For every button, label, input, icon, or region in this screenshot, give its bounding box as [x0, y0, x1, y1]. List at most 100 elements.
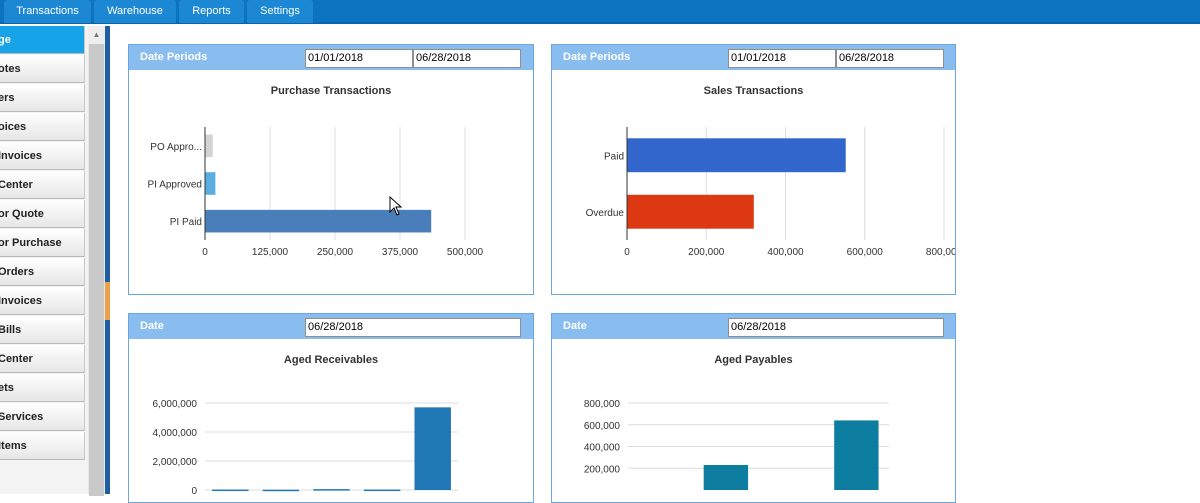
sidebar-item-label: Invoices: [0, 150, 43, 162]
widget-header: Date Periods 01/01/2018 06/28/2018: [552, 45, 955, 70]
date-input[interactable]: 06/28/2018: [305, 318, 521, 337]
date-periods-label: Date Periods: [563, 51, 631, 63]
x-tick-label: 800,000: [926, 247, 955, 258]
bar: [313, 489, 350, 491]
sidebar-item[interactable]: Services: [0, 403, 85, 431]
sidebar-item-label: Services: [0, 411, 44, 423]
sidebar-item[interactable]: Center: [0, 171, 85, 199]
sidebar-item[interactable]: Invoices: [0, 142, 85, 170]
sidebar-item-label: Bills: [0, 324, 22, 336]
tab-warehouse[interactable]: Warehouse: [94, 0, 176, 23]
sidebar-item-label: ets: [0, 382, 14, 394]
widget-header: Date Periods 01/01/2018 06/28/2018: [129, 45, 533, 70]
y-tick-label: 800,000: [584, 399, 621, 410]
bar: [262, 489, 300, 492]
sidebar-item-label: Center: [0, 353, 33, 365]
chart-title: Aged Receivables: [283, 354, 379, 366]
y-tick-label: 400,000: [584, 443, 621, 454]
tab-reports[interactable]: Reports: [179, 0, 244, 23]
x-tick-label: 375,000: [382, 247, 419, 258]
splitter-handle[interactable]: [105, 282, 110, 320]
y-tick-label: 200,000: [584, 464, 621, 475]
sidebar-item[interactable]: oices: [0, 113, 85, 141]
y-tick-label: 0: [191, 486, 197, 494]
sidebar-item-label: Center: [0, 179, 33, 191]
from-date-input[interactable]: 01/01/2018: [305, 49, 413, 68]
aged-receivables-widget: Date 06/28/2018 Aged Receivables 0 2,000,…: [128, 313, 534, 503]
date-periods-label: Date Periods: [140, 51, 208, 63]
from-date-input[interactable]: 01/01/2018: [728, 49, 836, 68]
category-label: PO Appro...: [150, 142, 202, 153]
sidebar-item[interactable]: Center: [0, 345, 85, 373]
aged-payables-widget: Date 06/28/2018 Aged Payables 200,000 400…: [551, 313, 956, 503]
sidebar-item[interactable]: Items: [0, 432, 85, 460]
to-date-input[interactable]: 06/28/2018: [836, 49, 944, 68]
x-tick-label: 600,000: [847, 247, 884, 258]
sidebar-item[interactable]: or Quote: [0, 200, 85, 228]
y-tick-label: 6,000,000: [153, 399, 198, 410]
bar: [205, 134, 213, 158]
scrollbar-thumb[interactable]: [89, 44, 104, 496]
aged-receivables-chart: 0 2,000,000 4,000,000 6,000,000: [153, 399, 458, 494]
x-tick-label: 500,000: [447, 247, 484, 258]
x-tick-label: 0: [624, 247, 630, 258]
category-label: Overdue: [586, 208, 625, 219]
category-label: PI Approved: [148, 180, 202, 191]
tab-transactions[interactable]: Transactions: [4, 0, 91, 23]
widget-header: Date 06/28/2018: [552, 314, 955, 339]
chart-title: Aged Payables: [714, 354, 793, 366]
top-nav-bar: Transactions Warehouse Reports Settings: [0, 0, 1200, 24]
bar: [363, 489, 401, 492]
bar: [703, 464, 749, 490]
x-tick-label: 200,000: [688, 247, 725, 258]
sidebar-item[interactable]: ers: [0, 84, 85, 112]
x-tick-label: 400,000: [767, 247, 804, 258]
date-input[interactable]: 06/28/2018: [728, 318, 944, 337]
sidebar-item-label: Orders: [0, 266, 35, 278]
sidebar-item[interactable]: ge: [0, 26, 85, 54]
panel-splitter[interactable]: [105, 26, 110, 494]
category-label: Paid: [604, 151, 624, 162]
sidebar-item[interactable]: ets: [0, 374, 85, 402]
purchase-transactions-chart: 0 125,000 250,000 375,000 500,000 PO Appro...…: [148, 127, 484, 258]
bar: [205, 209, 432, 233]
bar: [627, 194, 754, 229]
sidebar-item-label: oices: [0, 121, 27, 133]
tab-settings[interactable]: Settings: [247, 0, 313, 23]
chart-title: Purchase Transactions: [270, 85, 392, 97]
date-label: Date: [563, 320, 587, 332]
sidebar-item-label: or Purchase: [0, 237, 62, 249]
bar: [834, 420, 879, 490]
sidebar-item-label: ge: [0, 34, 11, 46]
sidebar-item-label: Items: [0, 440, 27, 452]
bar: [414, 407, 451, 490]
date-label: Date: [140, 320, 164, 332]
bar: [627, 138, 846, 173]
sidebar-item-label: Invoices: [0, 295, 43, 307]
sidebar-scrollbar[interactable]: ▲: [88, 26, 105, 496]
scroll-up-icon[interactable]: ▲: [88, 26, 105, 44]
to-date-input[interactable]: 06/28/2018: [413, 49, 521, 68]
y-tick-label: 2,000,000: [153, 457, 198, 468]
x-tick-label: 0: [202, 247, 208, 258]
sales-transactions-chart: 0 200,000 400,000 600,000 800,000 Paid Overdue: [586, 127, 955, 258]
purchase-transactions-widget: Date Periods 01/01/2018 06/28/2018 Purch…: [128, 44, 534, 295]
sidebar-item-label: or Quote: [0, 208, 44, 220]
bar: [212, 489, 249, 492]
mouse-cursor-icon: [389, 196, 403, 216]
y-tick-label: 4,000,000: [153, 428, 198, 439]
sidebar-item[interactable]: Invoices: [0, 287, 85, 315]
y-tick-label: 600,000: [584, 421, 621, 432]
sidebar-item[interactable]: or Purchase: [0, 229, 85, 257]
sidebar: ge otes ers oices Invoices Center or Quote or…: [0, 26, 88, 494]
sidebar-item[interactable]: Orders: [0, 258, 85, 286]
sidebar-item[interactable]: otes: [0, 55, 85, 83]
x-tick-label: 250,000: [317, 247, 354, 258]
widget-header: Date 06/28/2018: [129, 314, 533, 339]
bar: [205, 172, 216, 195]
sidebar-item-label: ers: [0, 92, 15, 104]
chart-title: Sales Transactions: [703, 85, 804, 97]
x-tick-label: 125,000: [252, 247, 289, 258]
sidebar-item[interactable]: Bills: [0, 316, 85, 344]
sales-transactions-widget: Date Periods 01/01/2018 06/28/2018 Sales…: [551, 44, 956, 295]
